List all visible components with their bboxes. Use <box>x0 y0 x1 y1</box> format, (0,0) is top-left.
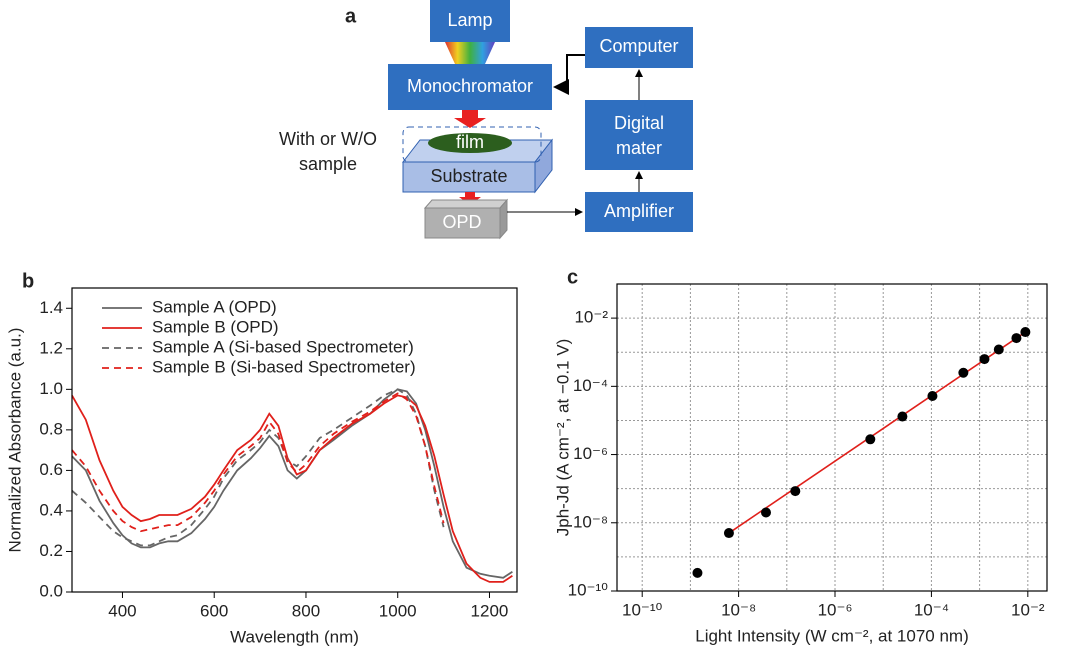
x-tick-label: 1200 <box>471 601 509 620</box>
x-tick-label: 10⁻⁴ <box>914 600 949 619</box>
film <box>428 133 512 153</box>
y-axis-label: Normalized Absorbance (a.u.) <box>5 328 24 553</box>
x-tick-label: 10⁻² <box>1011 600 1045 619</box>
light-beam <box>445 42 495 64</box>
y-tick-label: 0.0 <box>39 581 63 600</box>
data-point <box>760 507 771 518</box>
arrow <box>553 54 585 95</box>
y-tick-label: 1.4 <box>39 298 63 317</box>
data-point <box>979 354 990 365</box>
box-label: Digital <box>614 113 664 133</box>
y-tick-label: 0.2 <box>39 541 63 560</box>
data-point <box>927 391 938 402</box>
series-line <box>71 388 513 579</box>
legend-label: Sample B (OPD) <box>152 317 279 336</box>
box-label: Amplifier <box>604 201 674 221</box>
series-line <box>71 394 513 583</box>
lamp-box <box>430 0 510 42</box>
data-point <box>865 434 876 445</box>
fit-line <box>728 331 1026 534</box>
box-label: Computer <box>599 36 678 56</box>
data-point <box>1020 327 1031 338</box>
opd-box <box>424 207 501 239</box>
x-tick-label: 1000 <box>379 601 417 620</box>
opd-top <box>423 199 509 209</box>
y-tick-label: 0.8 <box>39 419 63 438</box>
data-point <box>958 367 969 378</box>
x-tick-label: 10⁻⁶ <box>818 600 853 619</box>
data-point <box>1011 333 1022 344</box>
amplifier-box <box>585 192 693 232</box>
computer-box <box>585 27 693 68</box>
setup-diagram: a Lamp Monochromator film Substrate OPD … <box>279 0 693 240</box>
digital-box <box>585 100 693 170</box>
box-label: OPD <box>442 212 481 232</box>
box-label: Monochromator <box>407 76 533 96</box>
y-tick-label: 10⁻⁴ <box>573 376 608 395</box>
x-axis-label: Wavelength (nm) <box>230 627 359 646</box>
data-point <box>692 567 703 578</box>
data-point <box>723 528 734 539</box>
sample-outline <box>402 126 542 163</box>
monochromator-box <box>388 64 552 110</box>
red-arrow <box>459 192 481 205</box>
y-tick-label: 10⁻⁸ <box>573 512 608 531</box>
data-point <box>897 411 908 422</box>
plot-frame <box>71 287 518 593</box>
panel-label: b <box>22 270 34 292</box>
x-tick-label: 400 <box>108 601 136 620</box>
film-label: film <box>456 132 484 152</box>
substrate-front <box>402 161 536 193</box>
data-point <box>993 344 1004 355</box>
box-label: mater <box>616 138 662 158</box>
y-tick-label: 1.0 <box>39 379 63 398</box>
x-axis-label: Light Intensity (W cm⁻², at 1070 nm) <box>695 626 969 645</box>
y-tick-label: 0.4 <box>39 500 63 519</box>
y-axis-label: Jph-Jd (A cm⁻², at −0.1 V) <box>553 339 572 536</box>
note: With or W/O <box>279 129 377 149</box>
panel-label: c <box>567 266 578 288</box>
x-tick-label: 10⁻¹⁰ <box>622 600 663 619</box>
plot-frame <box>616 283 1048 592</box>
x-tick-label: 600 <box>200 601 228 620</box>
substrate-label: Substrate <box>430 166 507 186</box>
legend-label: Sample A (OPD) <box>152 297 277 316</box>
y-tick-label: 0.6 <box>39 460 63 479</box>
note: sample <box>299 154 357 174</box>
panel-label: a <box>345 5 357 27</box>
legend-label: Sample A (Si-based Spectrometer) <box>152 337 414 356</box>
legend-label: Sample B (Si-based Spectrometer) <box>152 357 416 376</box>
y-tick-label: 1.2 <box>39 338 63 357</box>
y-tick-label: 10⁻¹⁰ <box>568 580 609 599</box>
series-line <box>71 388 445 547</box>
data-point <box>790 486 801 497</box>
x-tick-label: 800 <box>292 601 320 620</box>
red-arrow <box>454 110 486 128</box>
box-label: Lamp <box>447 10 492 30</box>
y-tick-label: 10⁻² <box>574 308 608 327</box>
x-tick-label: 10⁻⁸ <box>721 600 756 619</box>
y-tick-label: 10⁻⁶ <box>573 444 608 463</box>
